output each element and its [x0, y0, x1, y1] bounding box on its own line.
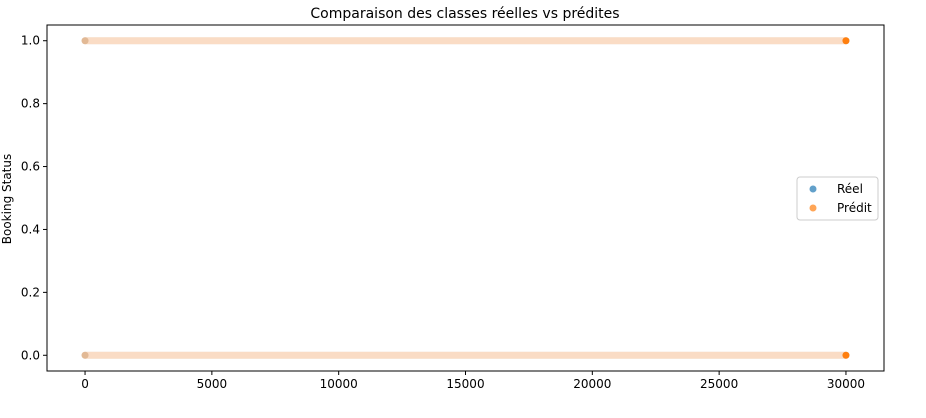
- y-tick-label: 0.6: [21, 160, 40, 174]
- x-tick-label: 20000: [573, 377, 611, 391]
- data-point-reel: [81, 37, 89, 45]
- legend-marker-reel: [809, 185, 817, 193]
- y-tick-label: 1.0: [21, 34, 40, 48]
- x-tick-label: 10000: [320, 377, 358, 391]
- x-tick-label: 30000: [827, 377, 865, 391]
- y-tick-label: 0.2: [21, 285, 40, 299]
- y-tick-label: 0.0: [21, 348, 40, 362]
- chart-title: Comparaison des classes réelles vs prédi…: [310, 6, 619, 22]
- y-tick-label: 0.4: [21, 222, 40, 236]
- data-point-predit: [81, 351, 89, 359]
- x-tick-label: 25000: [700, 377, 738, 391]
- plot-area: 0 5000 10000 15000 20000 25000 30000 0.0 0.2 0.4 0…: [21, 24, 885, 391]
- x-tick-label: 0: [81, 377, 89, 391]
- data-point-reel: [81, 351, 89, 359]
- legend-label-predit: Prédit: [837, 201, 872, 215]
- data-point-predit: [842, 351, 850, 359]
- data-point-predit: [81, 37, 89, 45]
- data-point-predit: [842, 37, 850, 45]
- legend-box: [796, 176, 879, 221]
- x-tick-label: 15000: [446, 377, 484, 391]
- y-axis-label: Booking Status: [0, 154, 14, 244]
- plot-frame: [46, 24, 885, 372]
- legend-label-reel: Réel: [837, 182, 863, 196]
- legend-marker-predit: [809, 204, 817, 212]
- legend: Réel Prédit: [796, 176, 879, 221]
- x-tick-label: 5000: [197, 377, 228, 391]
- y-tick-label: 0.8: [21, 97, 40, 111]
